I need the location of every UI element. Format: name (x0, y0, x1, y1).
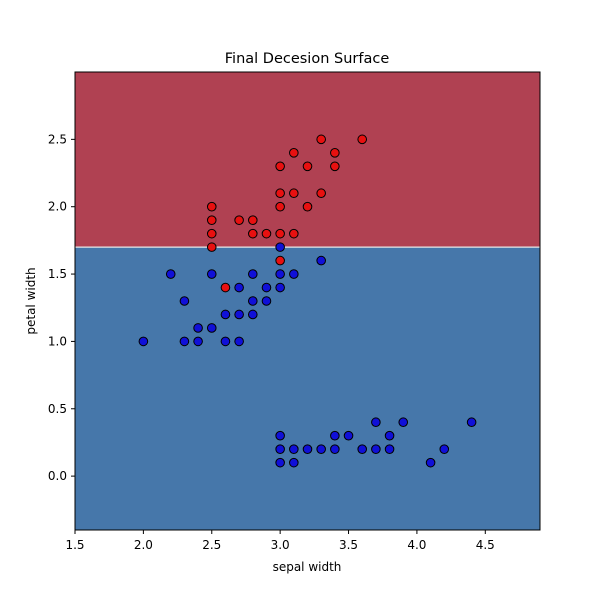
x-tick-label: 3.0 (271, 538, 290, 552)
x-tick-label: 3.5 (339, 538, 358, 552)
data-point (247, 269, 258, 279)
data-point (206, 201, 217, 212)
x-axis: 1.5 2.0 2.5 3.0 3.5 4.0 4.5 (65, 530, 495, 552)
region-below (75, 247, 540, 530)
data-point (330, 444, 340, 454)
data-point (234, 309, 244, 320)
y-tick-label: 2.5 (48, 132, 67, 146)
data-point (289, 148, 299, 158)
plot-frame (74, 71, 541, 531)
data-point (275, 255, 285, 266)
data-point (371, 444, 381, 454)
y-tick-label: 0.5 (48, 402, 67, 416)
plot-area (75, 72, 540, 530)
data-point (234, 336, 244, 347)
data-point (275, 228, 285, 239)
data-point (220, 282, 231, 293)
data-point (289, 444, 299, 454)
data-point (138, 336, 149, 347)
data-point (439, 444, 450, 454)
data-point (275, 282, 285, 293)
data-point (289, 269, 299, 279)
data-point (247, 228, 258, 239)
x-tick-label: 4.5 (476, 538, 495, 552)
data-point (425, 457, 436, 468)
data-point (466, 417, 477, 428)
points-layer (138, 134, 477, 468)
region-above (75, 72, 540, 248)
data-point (275, 430, 285, 441)
data-point (398, 417, 409, 428)
y-axis: 0.0 0.5 1.0 1.5 2.0 2.5 (48, 132, 75, 483)
data-point (384, 444, 395, 454)
data-point (302, 444, 313, 454)
x-tick-label: 2.5 (202, 538, 221, 552)
data-point (247, 296, 258, 306)
data-point (357, 444, 368, 454)
data-point (179, 296, 190, 306)
data-point (234, 215, 244, 225)
x-tick-label: 2.0 (134, 538, 153, 552)
data-point (316, 134, 326, 145)
data-point (206, 242, 217, 252)
data-point (179, 336, 190, 347)
data-point (289, 228, 299, 239)
data-point (193, 336, 203, 347)
x-tick-label: 4.0 (407, 538, 426, 552)
data-point (220, 336, 231, 347)
data-point (330, 148, 340, 158)
data-point (357, 134, 368, 145)
data-point (316, 444, 326, 454)
y-axis-label: petal width (24, 267, 38, 334)
data-point (247, 215, 258, 225)
data-point (275, 457, 285, 468)
data-point (261, 296, 272, 306)
y-tick-label: 1.5 (48, 267, 67, 281)
data-point (261, 282, 272, 293)
y-tick-label: 1.0 (48, 334, 67, 348)
data-point (206, 323, 217, 333)
data-point (371, 417, 381, 428)
data-point (302, 201, 313, 212)
data-point (316, 255, 326, 266)
chart-title: Final Decesion Surface (225, 51, 390, 67)
data-point (384, 430, 395, 441)
data-point (343, 430, 354, 441)
data-point (275, 201, 285, 212)
data-point (275, 269, 285, 279)
data-point (247, 309, 258, 320)
data-point (206, 215, 217, 225)
data-point (289, 457, 299, 468)
data-point (234, 282, 244, 293)
data-point (275, 188, 285, 199)
data-point (289, 188, 299, 199)
x-tick-label: 1.5 (65, 538, 84, 552)
data-point (316, 188, 326, 199)
data-point (165, 269, 176, 279)
x-axis-label: sepal width (273, 560, 342, 574)
data-point (275, 242, 285, 252)
data-point (206, 228, 217, 239)
data-point (275, 161, 285, 172)
data-point (275, 444, 285, 454)
data-point (261, 228, 272, 239)
data-point (206, 269, 217, 279)
data-point (220, 309, 231, 320)
data-point (302, 161, 313, 172)
y-tick-label: 0.0 (48, 469, 67, 483)
y-tick-label: 2.0 (48, 200, 67, 214)
data-point (330, 430, 340, 441)
data-point (330, 161, 340, 172)
data-point (193, 323, 203, 333)
